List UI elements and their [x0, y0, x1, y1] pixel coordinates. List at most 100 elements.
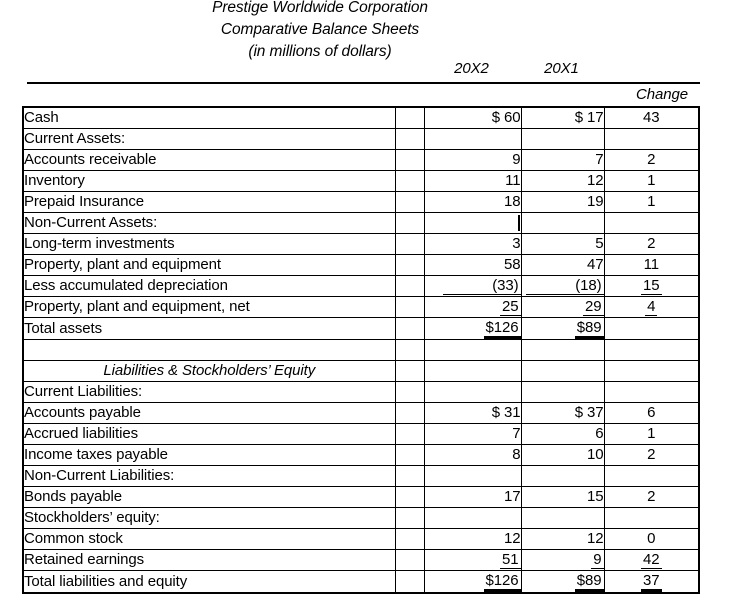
cell-spacer[interactable]: [394, 360, 425, 382]
cell-20x2[interactable]: 17: [423, 486, 522, 508]
cell-label[interactable]: Inventory: [22, 170, 396, 192]
cell-20x1[interactable]: 29: [520, 296, 605, 318]
cell-label[interactable]: Cash: [22, 106, 396, 129]
cell-label[interactable]: Current Assets:: [22, 128, 396, 150]
cell-change[interactable]: 1: [603, 191, 700, 213]
cell-spacer[interactable]: [394, 149, 425, 171]
cell-20x2[interactable]: 8: [423, 444, 522, 466]
cell-spacer[interactable]: [394, 317, 425, 340]
cell-20x2[interactable]: [423, 507, 522, 529]
cell-20x1[interactable]: [520, 507, 605, 529]
cell-20x2[interactable]: $ 60: [423, 106, 522, 129]
cell-20x1[interactable]: 9: [520, 549, 605, 571]
cell-20x1[interactable]: 5: [520, 233, 605, 255]
cell-change[interactable]: [603, 339, 700, 361]
cell-change[interactable]: 11: [603, 254, 700, 276]
cell-20x2[interactable]: $126: [423, 570, 522, 594]
cell-label[interactable]: Prepaid Insurance: [22, 191, 396, 213]
cell-20x2[interactable]: 58: [423, 254, 522, 276]
cell-change[interactable]: 43: [603, 106, 700, 129]
cell-20x2[interactable]: [423, 360, 522, 382]
cell-20x1[interactable]: [520, 381, 605, 403]
cell-20x1[interactable]: $89: [520, 317, 605, 340]
cell-change[interactable]: 37: [603, 570, 700, 594]
cell-spacer[interactable]: [394, 423, 425, 445]
cell-spacer[interactable]: [394, 381, 425, 403]
cell-spacer[interactable]: [394, 549, 425, 571]
cell-spacer[interactable]: [394, 191, 425, 213]
cell-spacer[interactable]: [394, 444, 425, 466]
cell-label[interactable]: Non-Current Assets:: [22, 212, 396, 234]
cell-label[interactable]: Liabilities & Stockholders’ Equity: [22, 360, 396, 382]
cell-change[interactable]: 6: [603, 402, 700, 424]
cell-20x1[interactable]: [520, 339, 605, 361]
cell-change[interactable]: 15: [603, 275, 700, 297]
cell-label[interactable]: Accounts receivable: [22, 149, 396, 171]
cell-20x1[interactable]: $ 17: [520, 106, 605, 129]
cell-20x1[interactable]: 12: [520, 170, 605, 192]
cell-change[interactable]: 4: [603, 296, 700, 318]
cell-label[interactable]: Total assets: [22, 317, 396, 340]
cell-20x1[interactable]: [520, 465, 605, 487]
cell-change[interactable]: [603, 381, 700, 403]
cell-change[interactable]: 2: [603, 444, 700, 466]
cell-label[interactable]: Accounts payable: [22, 402, 396, 424]
cell-20x2[interactable]: [423, 128, 522, 150]
cell-label[interactable]: Bonds payable: [22, 486, 396, 508]
cell-spacer[interactable]: [394, 254, 425, 276]
cell-20x2[interactable]: 25: [423, 296, 522, 318]
cell-20x2[interactable]: 3: [423, 233, 522, 255]
cell-20x2[interactable]: 7: [423, 423, 522, 445]
cell-spacer[interactable]: [394, 106, 425, 129]
cell-20x1[interactable]: (18): [520, 275, 605, 297]
cell-label[interactable]: Common stock: [22, 528, 396, 550]
cell-20x2[interactable]: (33): [423, 275, 522, 297]
cell-spacer[interactable]: [394, 170, 425, 192]
cell-spacer[interactable]: [394, 339, 425, 361]
cell-20x1[interactable]: 6: [520, 423, 605, 445]
cell-change[interactable]: [603, 507, 700, 529]
cell-spacer[interactable]: [394, 128, 425, 150]
cell-label[interactable]: Property, plant and equipment: [22, 254, 396, 276]
cell-change[interactable]: [603, 360, 700, 382]
cell-spacer[interactable]: [394, 212, 425, 234]
cell-20x2[interactable]: [423, 212, 522, 234]
cell-label[interactable]: Retained earnings: [22, 549, 396, 571]
cell-change[interactable]: 2: [603, 233, 700, 255]
cell-label[interactable]: Property, plant and equipment, net: [22, 296, 396, 318]
cell-20x1[interactable]: 47: [520, 254, 605, 276]
cell-20x1[interactable]: 19: [520, 191, 605, 213]
cell-20x1[interactable]: 12: [520, 528, 605, 550]
cell-label[interactable]: Current Liabilities:: [22, 381, 396, 403]
cell-label[interactable]: Accrued liabilities: [22, 423, 396, 445]
cell-20x2[interactable]: 12: [423, 528, 522, 550]
cell-spacer[interactable]: [394, 402, 425, 424]
cell-20x2[interactable]: [423, 381, 522, 403]
cell-spacer[interactable]: [394, 507, 425, 529]
cell-label[interactable]: Total liabilities and equity: [22, 570, 396, 594]
cell-spacer[interactable]: [394, 570, 425, 594]
cell-20x2[interactable]: $126: [423, 317, 522, 340]
cell-spacer[interactable]: [394, 233, 425, 255]
cell-change[interactable]: [603, 128, 700, 150]
cell-20x1[interactable]: [520, 212, 605, 234]
cell-spacer[interactable]: [394, 275, 425, 297]
cell-label[interactable]: Long-term investments: [22, 233, 396, 255]
cell-change[interactable]: 2: [603, 149, 700, 171]
cell-20x2[interactable]: 9: [423, 149, 522, 171]
cell-change[interactable]: [603, 317, 700, 340]
cell-20x2[interactable]: [423, 339, 522, 361]
cell-label[interactable]: [22, 339, 396, 361]
cell-change[interactable]: 2: [603, 486, 700, 508]
cell-change[interactable]: [603, 465, 700, 487]
cell-20x2[interactable]: 18: [423, 191, 522, 213]
cell-20x1[interactable]: [520, 360, 605, 382]
cell-label[interactable]: Income taxes payable: [22, 444, 396, 466]
cell-change[interactable]: [603, 212, 700, 234]
cell-20x2[interactable]: 51: [423, 549, 522, 571]
cell-spacer[interactable]: [394, 486, 425, 508]
cell-spacer[interactable]: [394, 296, 425, 318]
cell-spacer[interactable]: [394, 465, 425, 487]
cell-20x1[interactable]: [520, 128, 605, 150]
cell-label[interactable]: Non-Current Liabilities:: [22, 465, 396, 487]
